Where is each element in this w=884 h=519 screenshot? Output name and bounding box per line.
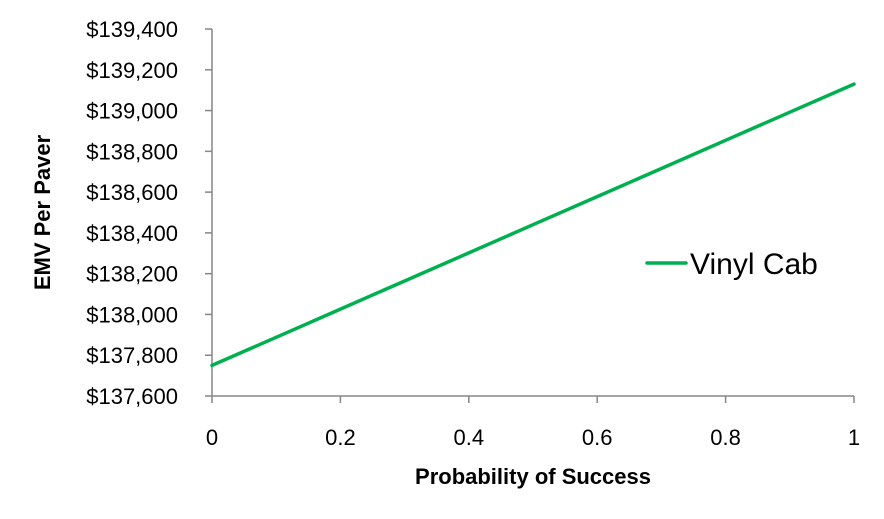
- y-tick-label: $138,400: [86, 221, 178, 246]
- y-tick-label: $137,800: [86, 343, 178, 368]
- x-tick-label: 1: [848, 425, 860, 450]
- y-tick-label: $138,000: [86, 302, 178, 327]
- x-axis: 0 0.2 0.4 0.6 0.8 1: [206, 395, 860, 450]
- x-axis-title: Probability of Success: [415, 464, 651, 489]
- y-tick-label: $138,800: [86, 139, 178, 164]
- y-tick-label: $137,600: [86, 384, 178, 409]
- series-line: [210, 82, 856, 368]
- x-tick-label: 0.2: [325, 425, 356, 450]
- x-tick-label: 0.8: [710, 425, 741, 450]
- x-tick-label: 0.4: [454, 425, 485, 450]
- y-tick-label: $139,400: [86, 17, 178, 42]
- y-axis-title: EMV Per Paver: [30, 134, 55, 290]
- legend-label: Vinyl Cab: [690, 248, 818, 281]
- y-axis: $137,600 $137,800 $138,000 $138,200 $138,400…: [86, 17, 213, 409]
- x-tick-label: 0: [206, 425, 218, 450]
- series-lines: [210, 82, 856, 368]
- x-tick-label: 0.6: [582, 425, 613, 450]
- y-tick-label: $138,600: [86, 180, 178, 205]
- legend: Vinyl Cab: [645, 248, 818, 281]
- y-tick-label: $139,200: [86, 58, 178, 83]
- y-tick-label: $139,000: [86, 99, 178, 124]
- y-tick-label: $138,200: [86, 262, 178, 287]
